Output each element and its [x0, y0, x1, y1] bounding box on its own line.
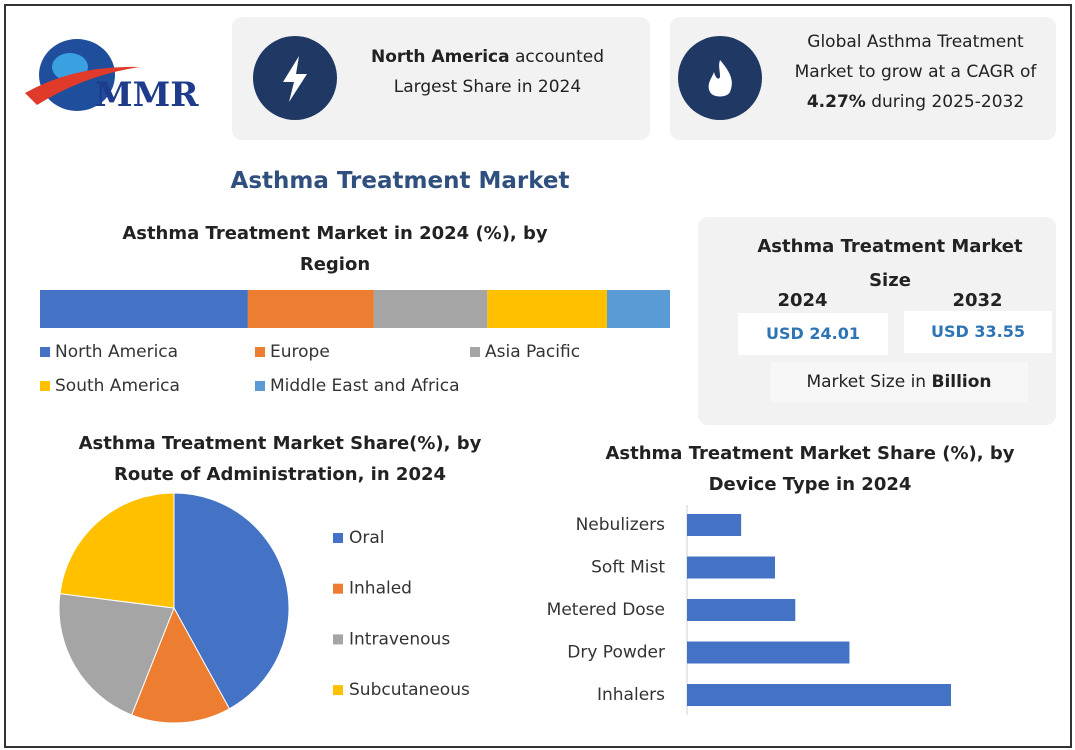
legend-swatch — [255, 381, 265, 391]
y-tick-label: Metered Dose — [547, 600, 665, 620]
unit: Billion — [931, 372, 992, 392]
flame-shape — [708, 60, 732, 97]
legend-swatch — [333, 685, 343, 696]
bar-segment — [40, 290, 248, 328]
legend-label: Europe — [270, 342, 330, 362]
legend-swatch — [333, 533, 343, 543]
icon-bolt — [253, 36, 337, 120]
legend-swatch — [40, 381, 50, 391]
bar-segment — [487, 290, 607, 328]
highlight-rest: accounted Largest Share in 2024 — [393, 47, 604, 97]
bar-segment — [607, 290, 670, 328]
y-tick-label: Soft Mist — [591, 558, 665, 578]
highlight-text: Global Asthma Treatment Market to grow a… — [778, 27, 1053, 117]
pie-slice — [131, 606, 231, 724]
legend-swatch — [40, 347, 50, 357]
bar — [687, 514, 742, 536]
bolt-shape — [283, 56, 307, 102]
bar — [687, 556, 775, 579]
legend-label: Asia Pacific — [485, 342, 580, 362]
bar — [687, 684, 951, 706]
bar-segment — [247, 290, 374, 328]
legend-label: Oral — [349, 528, 385, 548]
flame — [708, 60, 732, 97]
y-tick-label: Dry Powder — [567, 643, 665, 663]
legend-swatch — [333, 583, 343, 594]
legend-swatch — [333, 634, 343, 645]
logo: MMR — [25, 39, 199, 115]
legend-label: South America — [55, 376, 180, 396]
legend-label: North America — [55, 342, 178, 362]
highlight-bold: North America — [371, 47, 510, 67]
pie-slice — [59, 492, 175, 609]
main-title: Asthma Treatment Market — [230, 168, 570, 194]
unit-lead: Market Size in — [806, 372, 927, 392]
bolt — [283, 56, 307, 102]
y-tick-label: Inhalers — [597, 685, 665, 705]
legend-label: Intravenous — [349, 629, 450, 649]
size-unit: Market Size in Billion — [770, 362, 1028, 402]
size-year: 2024 — [777, 290, 828, 311]
legend-label: Subcutaneous — [349, 680, 470, 700]
frame — [4, 4, 1072, 748]
chart-title: Asthma Treatment Market Share (%), by De… — [605, 443, 1015, 495]
size-value: USD 33.55 — [904, 311, 1052, 353]
bar-segment — [373, 290, 488, 328]
bar — [687, 599, 796, 621]
y-tick-label: Nebulizers — [576, 515, 666, 535]
icon-flame — [678, 36, 762, 120]
highlight-bold: 4.27% — [806, 92, 866, 112]
highlight-rest: during 2025-2032 — [871, 92, 1025, 112]
bar — [687, 641, 850, 664]
chart-title: Asthma Treatment Market Share(%), by Rou… — [78, 433, 482, 485]
pie-slice — [173, 492, 290, 710]
legend-swatch — [470, 347, 480, 357]
legend-swatch — [255, 347, 265, 357]
pie-slice — [58, 593, 175, 716]
logo-text: MMR — [95, 75, 199, 115]
legend-label: Inhaled — [349, 579, 412, 599]
chart-title: Asthma Treatment Market in 2024 (%), by … — [122, 223, 548, 275]
highlight-lead: Global Asthma Treatment Market to grow a… — [794, 32, 1037, 82]
size-value: USD 24.01 — [738, 313, 888, 355]
swoosh — [25, 66, 140, 105]
highlight-text: North America accounted Largest Share in… — [355, 42, 620, 102]
legend-label: Middle East and Africa — [270, 376, 460, 396]
size-title: Asthma Treatment Market Size — [757, 236, 1023, 291]
size-year: 2032 — [952, 290, 1003, 311]
